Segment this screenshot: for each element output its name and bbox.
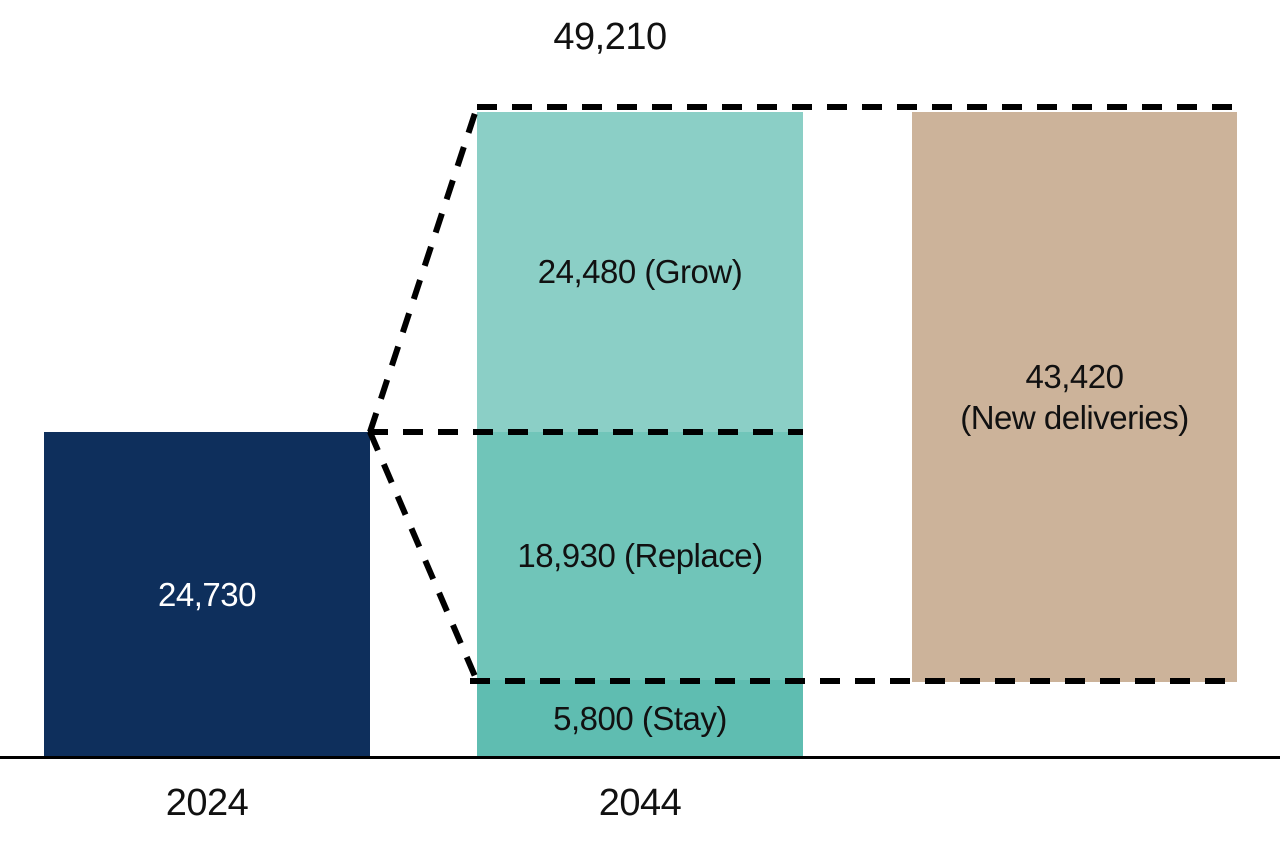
x-axis-label-2044: 2044 <box>598 782 682 824</box>
segment-replace: 18,930 (Replace) <box>477 432 803 680</box>
segment-grow: 24,480 (Grow) <box>477 112 803 432</box>
segment-replace-label: 18,930 (Replace) <box>517 537 763 575</box>
bar-new-deliveries: 43,420 (New deliveries) <box>912 112 1237 682</box>
bar-2024-value-label: 24,730 <box>158 575 256 613</box>
segment-stay: 5,800 (Stay) <box>477 680 803 757</box>
bar-new-deliveries-label: 43,420 (New deliveries) <box>912 356 1237 439</box>
total-2044-label: 49,210 <box>553 16 667 58</box>
segment-grow-label: 24,480 (Grow) <box>537 253 743 291</box>
bar-2024-existing: 24,730 <box>44 432 370 757</box>
segment-stay-label: 5,800 (Stay) <box>553 699 727 737</box>
bar-new-deliveries-value: 43,420 <box>1025 357 1124 395</box>
x-axis-baseline <box>0 756 1280 759</box>
x-axis-label-2024: 2024 <box>165 782 249 824</box>
bar-new-deliveries-caption: (New deliveries) <box>960 399 1189 436</box>
